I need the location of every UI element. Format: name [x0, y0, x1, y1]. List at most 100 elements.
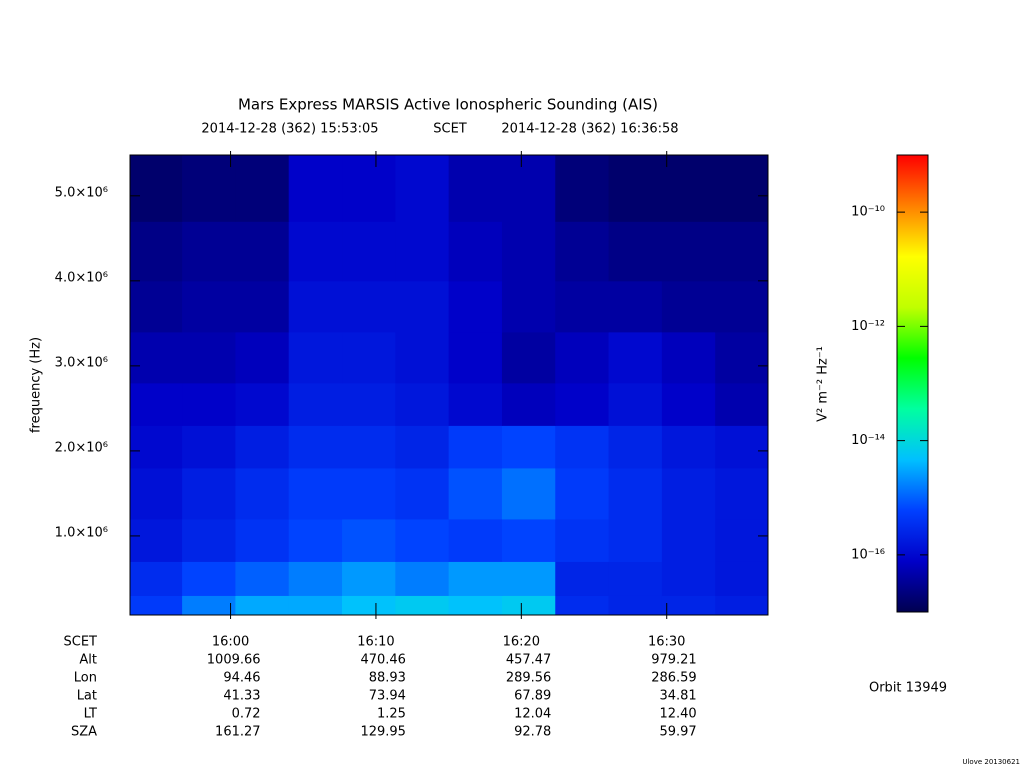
- heatmap-cell: [555, 561, 610, 596]
- y-tick-label: 4.0×10⁶: [55, 270, 108, 285]
- heatmap-cell: [130, 595, 183, 616]
- heatmap-cell: [182, 382, 236, 426]
- heatmap-cell: [182, 331, 236, 384]
- ephemeris-label: SZA: [71, 725, 97, 740]
- heatmap-cell: [661, 467, 716, 520]
- heatmap-cell: [235, 561, 290, 596]
- heatmap-cell: [661, 425, 716, 469]
- heatmap-cell: [288, 467, 343, 520]
- heatmap-cell: [182, 518, 236, 562]
- heatmap-cell: [395, 467, 450, 520]
- heatmap-cell: [608, 155, 663, 222]
- colorbar-label: V² m⁻² Hz⁻¹: [816, 346, 831, 422]
- x-tick-label: 16:00: [212, 635, 249, 650]
- heatmap-cell: [501, 518, 556, 562]
- heatmap-cell: [235, 331, 290, 384]
- heatmap-cell: [342, 221, 396, 282]
- heatmap: [130, 155, 769, 616]
- heatmap-cell: [288, 518, 343, 562]
- y-tick-label: 3.0×10⁶: [55, 355, 108, 370]
- y-tick-label: 2.0×10⁶: [55, 440, 108, 455]
- heatmap-cell: [501, 280, 556, 333]
- heatmap-cell: [661, 561, 716, 596]
- ephemeris-value: 1.25: [377, 707, 406, 722]
- heatmap-cell: [395, 221, 450, 282]
- heatmap-cell: [235, 467, 290, 520]
- heatmap-cell: [448, 425, 503, 469]
- heatmap-cell: [555, 382, 610, 426]
- heatmap-cell: [395, 382, 450, 426]
- heatmap-cell: [501, 467, 556, 520]
- heatmap-cell: [501, 561, 556, 596]
- chart-title: Mars Express MARSIS Active Ionospheric S…: [238, 96, 658, 114]
- heatmap-cell: [608, 382, 663, 426]
- end-time: 2014-12-28 (362) 16:36:58: [501, 122, 678, 137]
- heatmap-cell: [555, 595, 610, 616]
- heatmap-cell: [182, 467, 236, 520]
- heatmap-cell: [395, 331, 450, 384]
- ephemeris-value: 41.33: [223, 689, 260, 704]
- colorbar-tick-label: 10⁻¹⁰: [851, 205, 885, 220]
- ephemeris-value: 0.72: [232, 707, 261, 722]
- colorbar-tick-label: 10⁻¹²: [851, 319, 885, 334]
- heatmap-cell: [715, 331, 769, 384]
- ephemeris-value: 59.97: [659, 725, 696, 740]
- heatmap-cell: [661, 280, 716, 333]
- heatmap-cell: [501, 221, 556, 282]
- heatmap-cell: [288, 331, 343, 384]
- time-system: SCET: [433, 122, 467, 137]
- heatmap-cell: [342, 518, 396, 562]
- heatmap-cell: [235, 382, 290, 426]
- heatmap-cell: [661, 331, 716, 384]
- heatmap-cell: [448, 155, 503, 222]
- x-axis-label: SCET: [64, 635, 98, 650]
- heatmap-cell: [661, 221, 716, 282]
- x-tick-label: 16:20: [503, 635, 540, 650]
- heatmap-cell: [342, 467, 396, 520]
- heatmap-cell: [130, 280, 183, 333]
- heatmap-cell: [661, 595, 716, 616]
- heatmap-cell: [288, 280, 343, 333]
- x-tick-label: 16:10: [357, 635, 394, 650]
- heatmap-cell: [182, 221, 236, 282]
- colorbar-tick-label: 10⁻¹⁶: [851, 547, 885, 562]
- ephemeris-label: Alt: [79, 653, 97, 668]
- ephemeris-value: 88.93: [369, 671, 406, 686]
- heatmap-cell: [555, 221, 610, 282]
- heatmap-cell: [395, 280, 450, 333]
- ephemeris-value: 979.21: [651, 653, 697, 668]
- heatmap-cell: [715, 155, 769, 222]
- heatmap-cell: [448, 518, 503, 562]
- heatmap-cell: [235, 518, 290, 562]
- footer: Ulove 20130621: [962, 758, 1020, 766]
- heatmap-cell: [235, 221, 290, 282]
- heatmap-cell: [501, 382, 556, 426]
- heatmap-cell: [130, 518, 183, 562]
- heatmap-cell: [448, 595, 503, 616]
- ephemeris-value: 92.78: [514, 725, 551, 740]
- heatmap-cell: [182, 595, 236, 616]
- heatmap-cell: [608, 467, 663, 520]
- heatmap-cell: [715, 561, 769, 596]
- heatmap-cell: [661, 518, 716, 562]
- ephemeris-value: 289.56: [506, 671, 552, 686]
- heatmap-cell: [715, 467, 769, 520]
- heatmap-cell: [448, 382, 503, 426]
- heatmap-cell: [342, 425, 396, 469]
- ephemeris-value: 67.89: [514, 689, 551, 704]
- heatmap-cell: [501, 595, 556, 616]
- heatmap-cell: [448, 280, 503, 333]
- heatmap-cell: [130, 382, 183, 426]
- heatmap-cell: [342, 155, 396, 222]
- heatmap-cell: [182, 155, 236, 222]
- heatmap-cell: [715, 221, 769, 282]
- heatmap-cell: [288, 382, 343, 426]
- heatmap-cell: [395, 518, 450, 562]
- ephemeris-value: 129.95: [360, 725, 406, 740]
- y-tick-label: 5.0×10⁶: [55, 185, 108, 200]
- heatmap-cell: [608, 595, 663, 616]
- ephemeris-label: Lat: [77, 689, 97, 704]
- ephemeris-value: 94.46: [223, 671, 260, 686]
- heatmap-cell: [608, 561, 663, 596]
